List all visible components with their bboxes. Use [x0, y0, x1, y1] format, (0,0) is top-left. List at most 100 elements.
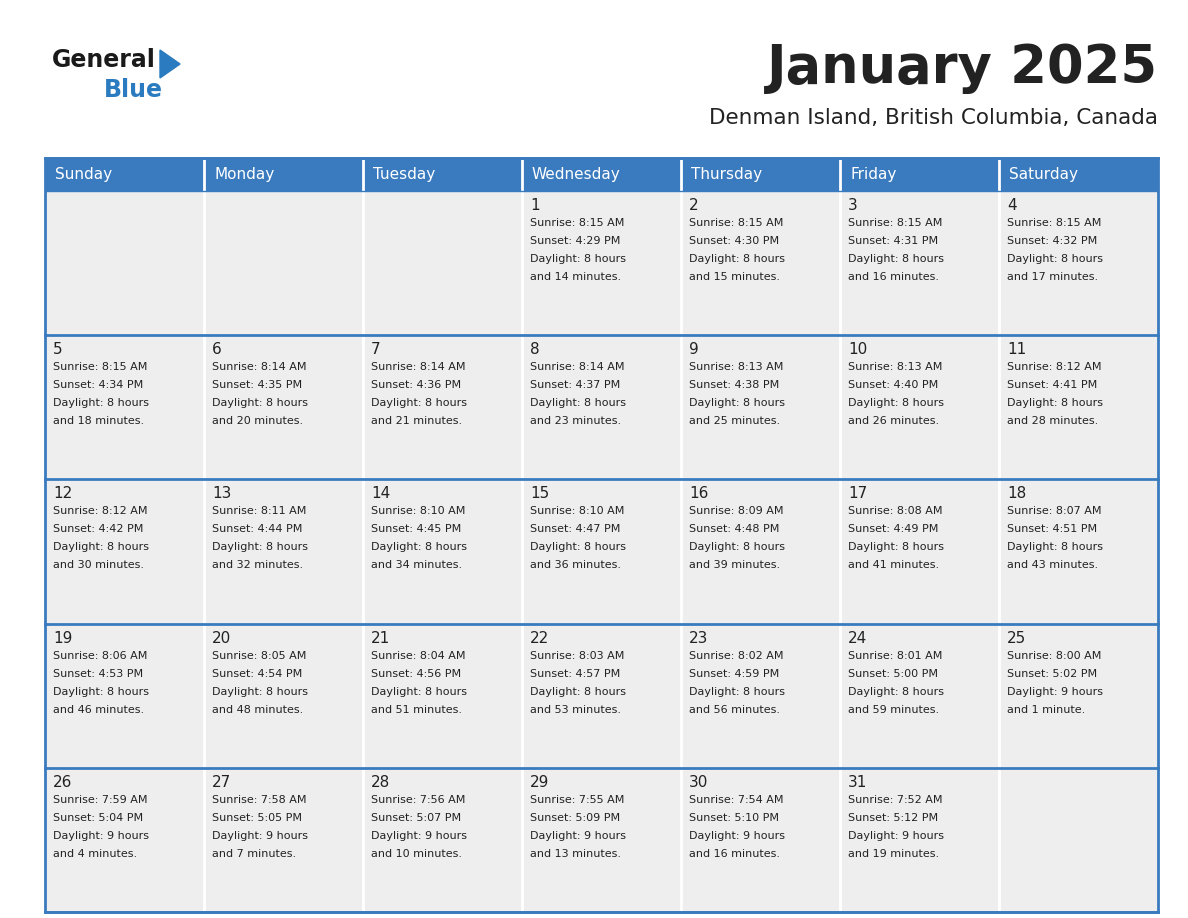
Text: 18: 18	[1007, 487, 1026, 501]
Text: Daylight: 8 hours: Daylight: 8 hours	[1007, 254, 1102, 264]
Text: Sunset: 4:40 PM: Sunset: 4:40 PM	[848, 380, 939, 390]
Text: 7: 7	[371, 342, 380, 357]
Text: Sunset: 5:12 PM: Sunset: 5:12 PM	[848, 812, 939, 823]
Text: Daylight: 8 hours: Daylight: 8 hours	[848, 398, 944, 409]
Bar	[681, 623, 840, 767]
Text: Sunset: 4:32 PM: Sunset: 4:32 PM	[1007, 236, 1098, 246]
Text: 26: 26	[53, 775, 72, 789]
Text: Sunrise: 8:13 AM: Sunrise: 8:13 AM	[689, 363, 783, 372]
Text: Sunday: Sunday	[55, 167, 112, 182]
Text: 2: 2	[689, 198, 699, 213]
Text: and 19 minutes.: and 19 minutes.	[848, 849, 940, 859]
Bar	[999, 767, 1158, 912]
Text: Sunset: 4:49 PM: Sunset: 4:49 PM	[848, 524, 939, 534]
Bar	[364, 335, 522, 479]
Text: and 21 minutes.: and 21 minutes.	[371, 416, 462, 426]
Text: Sunset: 4:53 PM: Sunset: 4:53 PM	[53, 668, 143, 678]
Text: Daylight: 9 hours: Daylight: 9 hours	[211, 831, 308, 841]
Text: Sunrise: 8:08 AM: Sunrise: 8:08 AM	[848, 507, 942, 517]
Text: and 51 minutes.: and 51 minutes.	[371, 705, 462, 714]
Bar	[681, 479, 840, 623]
Text: and 1 minute.: and 1 minute.	[1007, 705, 1086, 714]
Text: Sunset: 5:09 PM: Sunset: 5:09 PM	[530, 812, 620, 823]
Text: Sunset: 5:10 PM: Sunset: 5:10 PM	[689, 812, 779, 823]
Text: 5: 5	[53, 342, 63, 357]
Text: 9: 9	[689, 342, 699, 357]
Bar	[522, 623, 681, 767]
Text: Sunset: 5:07 PM: Sunset: 5:07 PM	[371, 812, 461, 823]
Text: and 16 minutes.: and 16 minutes.	[848, 272, 939, 282]
Text: 29: 29	[530, 775, 549, 789]
Text: Daylight: 8 hours: Daylight: 8 hours	[530, 543, 626, 553]
Text: Daylight: 9 hours: Daylight: 9 hours	[371, 831, 467, 841]
Text: Sunrise: 8:15 AM: Sunrise: 8:15 AM	[689, 218, 783, 228]
Text: and 36 minutes.: and 36 minutes.	[530, 560, 621, 570]
Text: Sunrise: 7:54 AM: Sunrise: 7:54 AM	[689, 795, 784, 805]
Text: Sunset: 4:35 PM: Sunset: 4:35 PM	[211, 380, 302, 390]
Text: Daylight: 9 hours: Daylight: 9 hours	[848, 831, 944, 841]
Text: Sunrise: 8:10 AM: Sunrise: 8:10 AM	[530, 507, 625, 517]
Text: and 20 minutes.: and 20 minutes.	[211, 416, 303, 426]
Text: Denman Island, British Columbia, Canada: Denman Island, British Columbia, Canada	[709, 108, 1158, 128]
Text: and 25 minutes.: and 25 minutes.	[689, 416, 781, 426]
Text: Sunset: 4:48 PM: Sunset: 4:48 PM	[689, 524, 779, 534]
Text: Daylight: 8 hours: Daylight: 8 hours	[848, 254, 944, 264]
Text: Sunset: 4:31 PM: Sunset: 4:31 PM	[848, 236, 939, 246]
Bar	[204, 191, 364, 335]
Text: and 56 minutes.: and 56 minutes.	[689, 705, 781, 714]
Text: 22: 22	[530, 631, 549, 645]
Text: Sunset: 4:51 PM: Sunset: 4:51 PM	[1007, 524, 1098, 534]
Text: Daylight: 9 hours: Daylight: 9 hours	[689, 831, 785, 841]
Text: Sunrise: 8:15 AM: Sunrise: 8:15 AM	[530, 218, 625, 228]
Text: Daylight: 8 hours: Daylight: 8 hours	[848, 687, 944, 697]
Text: Daylight: 8 hours: Daylight: 8 hours	[211, 398, 308, 409]
Text: Daylight: 8 hours: Daylight: 8 hours	[689, 687, 785, 697]
Text: 4: 4	[1007, 198, 1017, 213]
Text: Sunset: 4:59 PM: Sunset: 4:59 PM	[689, 668, 779, 678]
Text: 6: 6	[211, 342, 222, 357]
Text: and 18 minutes.: and 18 minutes.	[53, 416, 144, 426]
Text: January 2025: January 2025	[767, 42, 1158, 94]
Text: Sunset: 4:41 PM: Sunset: 4:41 PM	[1007, 380, 1098, 390]
Text: Sunset: 4:56 PM: Sunset: 4:56 PM	[371, 668, 461, 678]
Text: Sunset: 5:02 PM: Sunset: 5:02 PM	[1007, 668, 1098, 678]
Text: Sunset: 4:44 PM: Sunset: 4:44 PM	[211, 524, 303, 534]
Text: 12: 12	[53, 487, 72, 501]
Text: 25: 25	[1007, 631, 1026, 645]
Text: Monday: Monday	[214, 167, 274, 182]
Text: Sunrise: 8:14 AM: Sunrise: 8:14 AM	[211, 363, 307, 372]
Text: Daylight: 8 hours: Daylight: 8 hours	[211, 687, 308, 697]
Text: 15: 15	[530, 487, 549, 501]
Text: and 34 minutes.: and 34 minutes.	[371, 560, 462, 570]
Text: 20: 20	[211, 631, 232, 645]
Text: 30: 30	[689, 775, 708, 789]
Bar	[45, 479, 204, 623]
Text: Sunrise: 8:14 AM: Sunrise: 8:14 AM	[530, 363, 625, 372]
Text: Sunrise: 7:59 AM: Sunrise: 7:59 AM	[53, 795, 147, 805]
Bar	[204, 335, 364, 479]
Text: Sunset: 4:54 PM: Sunset: 4:54 PM	[211, 668, 302, 678]
Bar	[999, 191, 1158, 335]
Text: Sunset: 5:00 PM: Sunset: 5:00 PM	[848, 668, 939, 678]
Text: and 17 minutes.: and 17 minutes.	[1007, 272, 1098, 282]
Text: 16: 16	[689, 487, 708, 501]
Text: and 13 minutes.: and 13 minutes.	[530, 849, 621, 859]
Text: Daylight: 9 hours: Daylight: 9 hours	[530, 831, 626, 841]
Text: Daylight: 9 hours: Daylight: 9 hours	[1007, 687, 1102, 697]
Text: 3: 3	[848, 198, 858, 213]
Text: 13: 13	[211, 487, 232, 501]
Bar	[840, 623, 999, 767]
Text: Sunrise: 8:00 AM: Sunrise: 8:00 AM	[1007, 651, 1101, 661]
Bar	[45, 158, 1158, 191]
Text: Sunrise: 8:12 AM: Sunrise: 8:12 AM	[53, 507, 147, 517]
Text: Blue: Blue	[105, 78, 163, 102]
Text: 23: 23	[689, 631, 708, 645]
Text: Sunrise: 8:14 AM: Sunrise: 8:14 AM	[371, 363, 466, 372]
Text: Sunrise: 8:02 AM: Sunrise: 8:02 AM	[689, 651, 784, 661]
Bar	[999, 479, 1158, 623]
Text: 10: 10	[848, 342, 867, 357]
Text: Tuesday: Tuesday	[373, 167, 435, 182]
Text: and 46 minutes.: and 46 minutes.	[53, 705, 144, 714]
Text: Sunrise: 8:06 AM: Sunrise: 8:06 AM	[53, 651, 147, 661]
Text: Daylight: 8 hours: Daylight: 8 hours	[530, 254, 626, 264]
